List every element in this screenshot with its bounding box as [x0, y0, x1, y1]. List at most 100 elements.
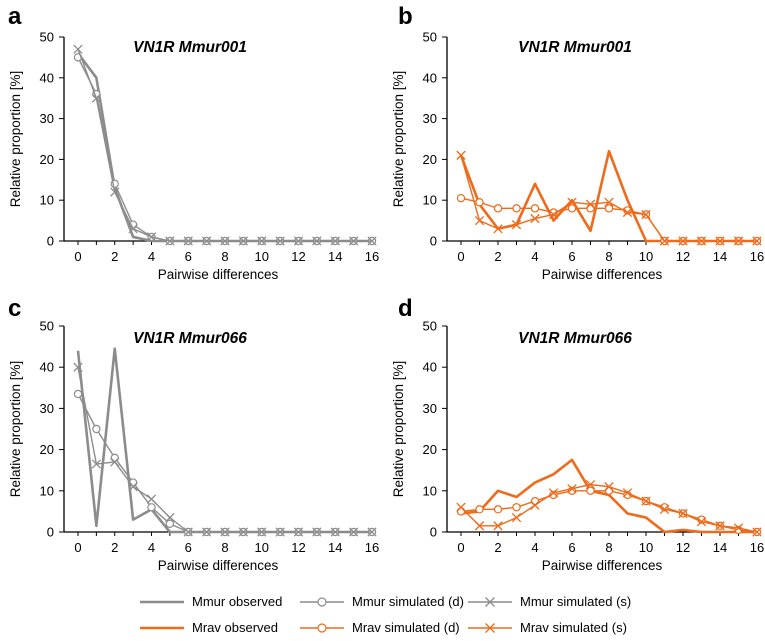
data-point-cross: [715, 521, 725, 531]
data-point-cross: [91, 93, 102, 103]
data-point-cross: [110, 187, 120, 197]
x-tick-label: 16: [750, 249, 764, 264]
y-axis-title: Relative proportion [%]: [391, 361, 406, 498]
x-tick-label: 10: [639, 249, 653, 264]
data-point-cross: [275, 236, 285, 246]
y-tick-label: 20: [40, 442, 54, 457]
data-point-cross: [330, 527, 340, 537]
x-tick-label: 2: [111, 540, 118, 555]
data-point-cross: [511, 512, 522, 523]
y-axis-title: Relative proportion [%]: [8, 71, 23, 208]
x-tick-label: 4: [148, 249, 155, 264]
series-line-mmur-sim_s: [77, 48, 372, 242]
legend-label: Mrav observed: [192, 620, 278, 635]
panel-title: VN1R Mmur066: [133, 330, 247, 347]
data-point-cross: [511, 220, 522, 230]
data-point-cross: [183, 236, 193, 246]
data-point-cross: [659, 504, 670, 514]
series-line-mrav-observed: [460, 458, 757, 534]
data-point-cross: [73, 362, 83, 372]
data-point-cross: [238, 236, 249, 246]
data-point-cross: [165, 236, 175, 246]
y-tick-label: 30: [40, 111, 54, 126]
y-tick-label: 10: [423, 483, 437, 498]
data-point-cross: [493, 224, 503, 234]
y-tick-label: 20: [40, 152, 54, 167]
x-tick-label: 12: [676, 249, 690, 264]
data-point-cross: [493, 521, 503, 531]
y-tick-label: 40: [423, 360, 437, 375]
y-tick-label: 0: [430, 234, 437, 249]
data-point-cross: [548, 209, 559, 220]
data-point-cross: [257, 527, 267, 537]
data-point-cross: [456, 150, 466, 160]
data-point-circle: [456, 193, 466, 203]
y-axis-title: Relative proportion [%]: [8, 361, 23, 498]
data-point-cross: [567, 197, 577, 207]
data-point-circle: [73, 389, 83, 399]
data-point-cross: [622, 488, 633, 498]
legend-entry: Mmur observed: [140, 594, 282, 609]
data-point-cross: [201, 236, 212, 246]
data-point-cross: [678, 508, 688, 519]
data-point-cross: [474, 521, 485, 531]
panel-letter: b: [398, 3, 413, 30]
legend-label: Mrav simulated (s): [520, 620, 627, 635]
data-point-cross: [752, 527, 762, 537]
y-tick-label: 20: [423, 442, 437, 457]
data-point-circle: [586, 204, 595, 213]
legend-marker-cross: [485, 623, 495, 633]
x-tick-label: 4: [148, 540, 155, 555]
series-line-mmur-sim_s: [77, 367, 372, 533]
data-point-cross: [293, 236, 304, 246]
x-tick-label: 14: [713, 249, 727, 264]
panel-letter: a: [8, 3, 22, 30]
legend-entry: Mrav observed: [140, 620, 278, 635]
data-point-cross: [567, 484, 577, 494]
data-point-cross: [73, 44, 83, 54]
data-point-cross: [165, 512, 175, 523]
y-axis-title: Relative proportion [%]: [391, 71, 406, 208]
series-line-mmur-sim_d: [77, 57, 372, 242]
data-point-circle: [92, 424, 101, 434]
data-point-circle: [586, 486, 595, 495]
legend-label: Mmur simulated (d): [352, 594, 464, 609]
data-point-circle: [567, 204, 577, 213]
x-tick-label: 2: [111, 249, 118, 264]
data-point-circle: [512, 503, 521, 512]
x-tick-label: 6: [185, 540, 192, 555]
data-point-cross: [91, 459, 102, 469]
data-point-cross: [678, 236, 688, 246]
data-point-cross: [548, 488, 559, 498]
data-point-circle: [493, 204, 503, 213]
data-point-cross: [604, 482, 614, 492]
data-point-cross: [659, 236, 670, 246]
x-tick-label: 14: [713, 540, 727, 555]
data-point-cross: [530, 500, 540, 510]
panel-b: b VN1R Mmur001 0 10 20 30 40 50 0 2 4 6 8 10 12 14 16 Pai…: [391, 3, 764, 282]
data-point-cross: [238, 527, 249, 537]
x-axis-title: Pairwise differences: [158, 267, 279, 282]
y-tick-label: 10: [40, 193, 54, 208]
y-tick-label: 50: [40, 30, 54, 45]
x-tick-label: 10: [255, 540, 269, 555]
x-tick-label: 16: [365, 249, 379, 264]
data-point-cross: [696, 236, 707, 246]
x-tick-label: 0: [74, 249, 81, 264]
x-tick-label: 2: [494, 540, 501, 555]
x-tick-label: 12: [291, 249, 305, 264]
legend-marker-circle: [317, 623, 327, 633]
legend-marker-cross: [485, 597, 495, 607]
x-tick-label: 4: [531, 540, 538, 555]
legend-entry: Mrav simulated (s): [468, 620, 627, 635]
panel-title: VN1R Mmur066: [518, 330, 632, 347]
data-point-cross: [110, 457, 120, 467]
data-point-cross: [275, 527, 285, 537]
x-tick-label: 6: [568, 540, 575, 555]
data-point-circle: [512, 204, 521, 213]
legend-marker-circle: [317, 597, 327, 607]
legend: Mmur observed Mmur simulated (d) Mmur simu…: [140, 594, 631, 635]
data-point-cross: [752, 236, 762, 246]
x-tick-label: 12: [676, 540, 690, 555]
